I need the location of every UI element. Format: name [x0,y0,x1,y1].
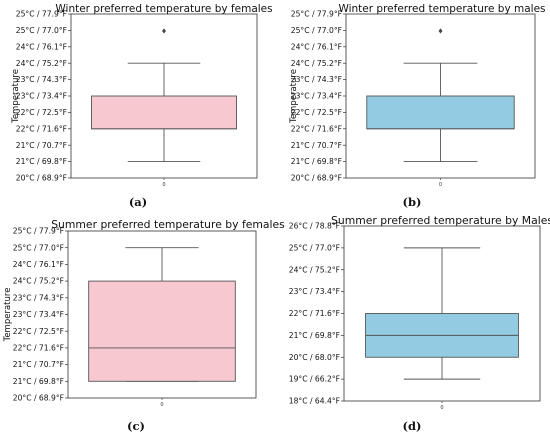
x-tick-label: 0 [439,182,442,188]
y-tick-label: 24°C / 75.2°F [16,59,67,68]
y-tick-label: 22°C / 72.5°F [16,108,67,117]
x-tick-label: 0 [160,402,163,408]
y-tick-label: 21°C / 70.7°F [16,141,67,150]
x-tick-label: 0 [162,182,165,188]
y-tick-label: 24°C / 76.1°F [13,260,64,269]
box-iqr [366,95,515,130]
y-axis-label: Temperature [289,69,299,124]
y-tick-label: 24°C / 75.2°F [289,265,340,274]
y-tick-label: 24°C / 75.2°F [13,277,64,286]
box-iqr [88,280,236,382]
x-tick-label: 0 [440,405,443,411]
y-tick-label: 22°C / 71.6°F [13,344,64,353]
y-tick-label: 20°C / 68.9°F [291,174,342,183]
y-tick-label: 20°C / 68.0°F [289,353,340,362]
y-tick-label: 24°C / 75.2°F [291,59,342,68]
y-tick-label: 25°C / 77.9°F [13,227,64,236]
y-tick-label: 21°C / 69.8°F [289,331,340,340]
y-tick-label: 21°C / 69.8°F [291,157,342,166]
y-tick-label: 22°C / 71.6°F [289,309,340,318]
y-tick-label: 25°C / 77.0°F [16,26,67,35]
panel-caption: (b) [403,195,422,209]
panel-caption: (a) [129,195,147,209]
box-iqr [91,95,237,130]
y-tick-label: 23°C / 73.4°F [13,310,64,319]
y-tick-label: 21°C / 69.8°F [16,157,67,166]
y-tick-label: 25°C / 77.9°F [291,10,342,19]
y-tick-label: 18°C / 64.4°F [289,397,340,406]
y-tick-label: 21°C / 70.7°F [291,141,342,150]
y-tick-label: 25°C / 77.9°F [16,10,67,19]
chart-title: Winter preferred temperature by males [338,3,545,15]
y-tick-label: 26°C / 78.8°F [289,222,340,231]
y-tick-label: 20°C / 68.9°F [13,394,64,403]
panel-caption: (d) [403,419,422,433]
y-tick-label: 22°C / 72.5°F [291,108,342,117]
panel-caption: (c) [127,419,145,433]
y-tick-label: 21°C / 69.8°F [13,377,64,386]
chart-title: Summer preferred temperature by Males [331,214,550,227]
y-axis-label: Temperature [11,69,21,124]
y-tick-label: 24°C / 76.1°F [16,42,67,51]
y-tick-label: 24°C / 76.1°F [291,42,342,51]
y-tick-label: 19°C / 66.2°F [289,375,340,384]
outlier-marker: ♦ [437,27,443,35]
y-tick-label: 21°C / 70.7°F [13,360,64,369]
outlier-marker: ♦ [161,27,167,35]
y-tick-label: 25°C / 77.0°F [289,243,340,252]
y-tick-label: 23°C / 73.4°F [289,287,340,296]
y-axis-label: Temperature [3,288,13,343]
y-tick-label: 25°C / 77.0°F [13,243,64,252]
y-tick-label: 23°C / 73.4°F [291,92,342,101]
y-tick-label: 23°C / 74.3°F [13,293,64,302]
y-tick-label: 22°C / 71.6°F [16,124,67,133]
y-tick-label: 22°C / 72.5°F [13,327,64,336]
y-tick-label: 22°C / 71.6°F [291,124,342,133]
y-tick-label: 23°C / 74.3°F [291,75,342,84]
chart-title: Winter preferred temperature by females [55,3,272,15]
y-tick-label: 20°C / 68.9°F [16,174,67,183]
y-tick-label: 23°C / 74.3°F [16,75,67,84]
y-tick-label: 23°C / 73.4°F [16,92,67,101]
y-tick-label: 25°C / 77.0°F [291,26,342,35]
chart-title: Summer preferred temperature by females [51,218,285,231]
